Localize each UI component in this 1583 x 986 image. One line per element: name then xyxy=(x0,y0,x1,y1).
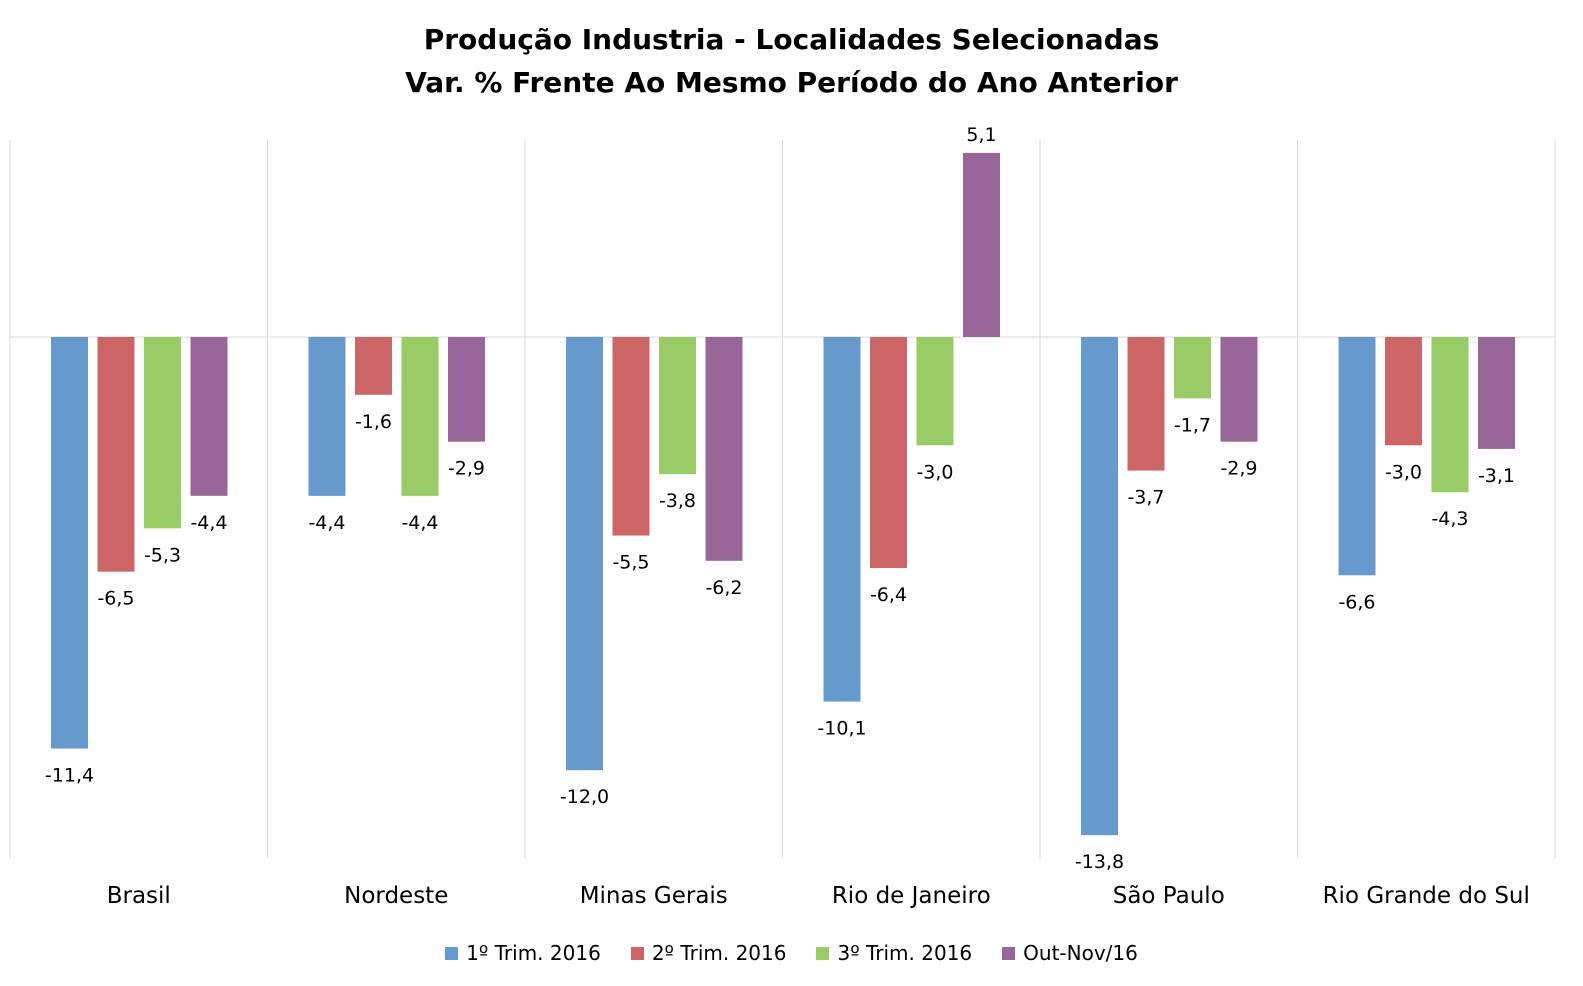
bar xyxy=(51,337,88,749)
data-label: -3,1 xyxy=(1478,465,1515,487)
bar xyxy=(705,337,743,561)
bar xyxy=(1081,337,1118,836)
data-label: -6,6 xyxy=(1338,591,1375,613)
category-label: Rio de Janeiro xyxy=(832,883,991,909)
data-label: -11,4 xyxy=(45,765,94,787)
data-label: -5,5 xyxy=(612,552,649,574)
legend-item: 1º Trim. 2016 xyxy=(445,941,601,965)
legend-item: 2º Trim. 2016 xyxy=(630,941,787,965)
chart-title: Produção Industria - Localidades Selecio… xyxy=(423,23,1160,56)
bar xyxy=(963,152,1000,337)
chart-title-block: Produção Industria - Localidades Selecio… xyxy=(0,18,1583,104)
data-label: -1,6 xyxy=(355,411,392,433)
data-label: -3,0 xyxy=(916,461,953,483)
data-label: -3,8 xyxy=(659,490,696,512)
bar xyxy=(448,337,485,442)
bar xyxy=(355,337,392,395)
data-label: -3,7 xyxy=(1127,487,1164,509)
data-label: -4,4 xyxy=(308,512,345,534)
bar xyxy=(1220,337,1258,442)
category-label: Brasil xyxy=(107,883,171,909)
category-label: Minas Gerais xyxy=(580,883,728,909)
category-label: Rio Grande do Sul xyxy=(1323,883,1530,909)
data-label: -3,0 xyxy=(1385,461,1422,483)
data-label: -4,3 xyxy=(1431,508,1468,530)
data-label: -6,2 xyxy=(705,577,742,599)
bar xyxy=(870,337,907,569)
bar xyxy=(916,337,954,446)
bar xyxy=(97,337,135,572)
legend-item: Out-Nov/16 xyxy=(1002,941,1138,965)
legend: 1º Trim. 2016 2º Trim. 2016 3º Trim. 2016 O… xyxy=(0,938,1583,968)
bar xyxy=(1127,337,1165,471)
bar xyxy=(401,337,439,496)
legend-swatch xyxy=(630,946,644,960)
data-label: -5,3 xyxy=(144,544,181,566)
data-label: -1,7 xyxy=(1174,414,1211,436)
category-label: Nordeste xyxy=(344,883,448,909)
bar xyxy=(612,337,650,536)
legend-label: 1º Trim. 2016 xyxy=(466,941,601,965)
bar xyxy=(566,337,603,771)
bar xyxy=(1431,337,1469,493)
legend-item: 3º Trim. 2016 xyxy=(816,941,972,965)
bar xyxy=(823,337,861,702)
bar xyxy=(308,337,346,496)
data-label: -12,0 xyxy=(560,786,609,808)
legend-swatch xyxy=(1002,946,1016,960)
data-label: -10,1 xyxy=(817,718,866,740)
data-label: -4,4 xyxy=(401,512,438,534)
bar xyxy=(1174,337,1211,399)
data-label: -2,9 xyxy=(448,458,485,480)
data-label: -13,8 xyxy=(1075,851,1124,873)
bar xyxy=(659,337,696,475)
data-label: -2,9 xyxy=(1220,458,1257,480)
data-label: 5,1 xyxy=(966,124,996,146)
legend-swatch xyxy=(816,946,830,960)
data-label: -6,4 xyxy=(870,584,907,606)
bar xyxy=(1338,337,1376,576)
legend-label: 3º Trim. 2016 xyxy=(837,941,973,965)
legend-label: 2º Trim. 2016 xyxy=(651,941,787,965)
data-label: -6,5 xyxy=(97,588,134,610)
legend-swatch xyxy=(445,946,459,960)
data-label: -4,4 xyxy=(190,512,227,534)
chart-subtitle: Var. % Frente Ao Mesmo Período do Ano An… xyxy=(405,66,1178,99)
bar xyxy=(1478,337,1515,449)
bar xyxy=(1385,337,1422,446)
legend-label: Out-Nov/16 xyxy=(1023,941,1138,965)
category-label: São Paulo xyxy=(1113,883,1225,909)
bar xyxy=(144,337,181,529)
bar xyxy=(190,337,228,496)
